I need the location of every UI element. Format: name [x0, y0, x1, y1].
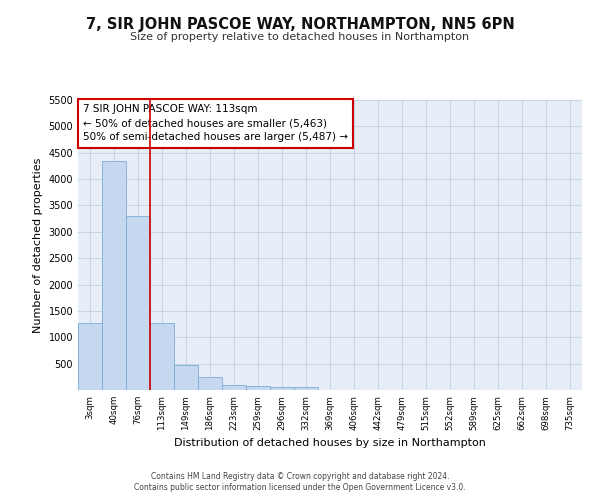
Bar: [246, 386, 270, 390]
Y-axis label: Number of detached properties: Number of detached properties: [33, 158, 43, 332]
Bar: [150, 323, 174, 390]
Bar: [198, 378, 222, 390]
Bar: [294, 387, 318, 390]
Text: Size of property relative to detached houses in Northampton: Size of property relative to detached ho…: [130, 32, 470, 42]
Bar: [78, 323, 102, 390]
Bar: [270, 387, 294, 390]
X-axis label: Distribution of detached houses by size in Northampton: Distribution of detached houses by size …: [174, 438, 486, 448]
Bar: [126, 216, 150, 390]
Bar: [222, 384, 246, 390]
Bar: [174, 364, 198, 390]
Text: Contains HM Land Registry data © Crown copyright and database right 2024.
Contai: Contains HM Land Registry data © Crown c…: [134, 472, 466, 492]
Text: 7, SIR JOHN PASCOE WAY, NORTHAMPTON, NN5 6PN: 7, SIR JOHN PASCOE WAY, NORTHAMPTON, NN5…: [86, 18, 514, 32]
Bar: [102, 160, 126, 390]
Text: 7 SIR JOHN PASCOE WAY: 113sqm
← 50% of detached houses are smaller (5,463)
50% o: 7 SIR JOHN PASCOE WAY: 113sqm ← 50% of d…: [83, 104, 348, 142]
